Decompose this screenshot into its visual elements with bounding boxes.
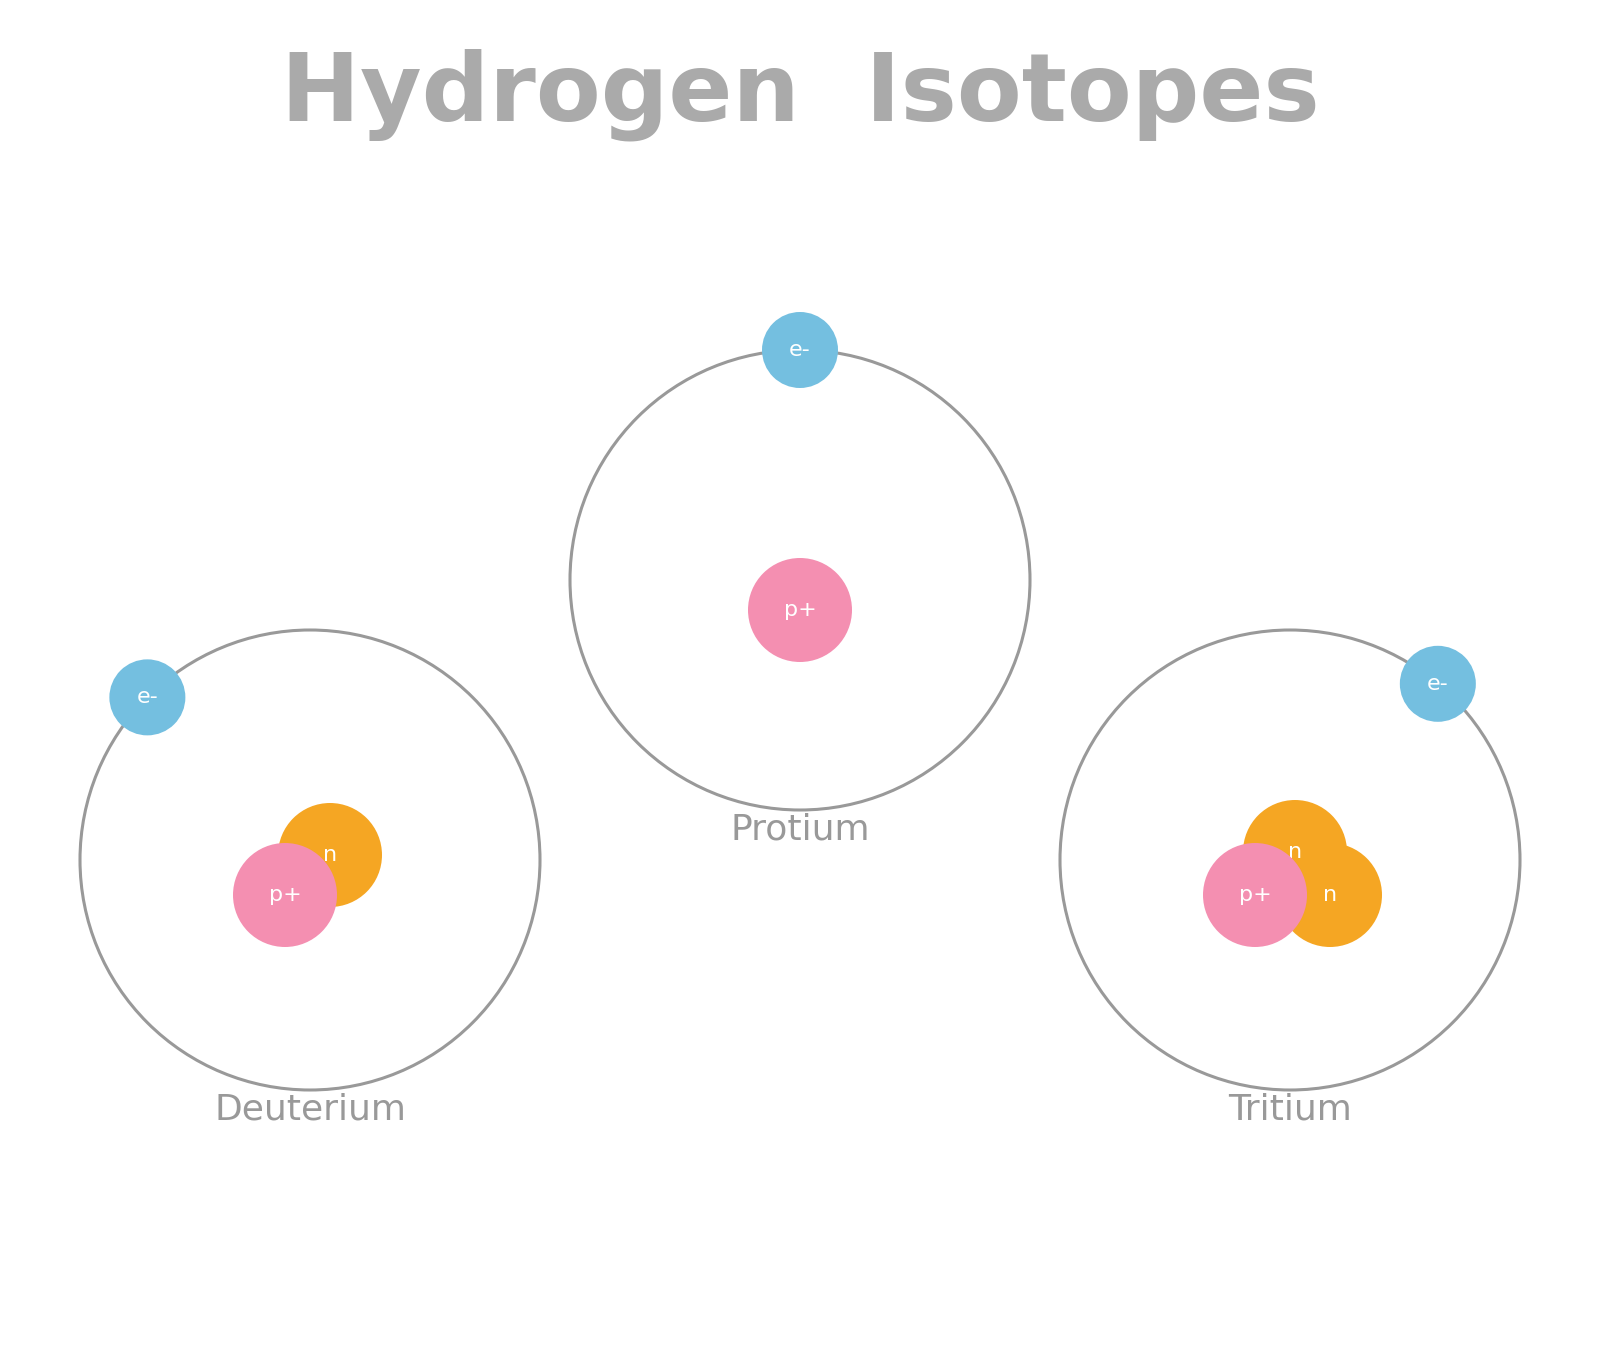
Circle shape <box>1278 843 1382 947</box>
Circle shape <box>762 311 838 388</box>
Text: Hydrogen  Isotopes: Hydrogen Isotopes <box>280 49 1320 141</box>
Text: n: n <box>323 846 338 865</box>
Text: p+: p+ <box>1238 885 1272 906</box>
Text: p+: p+ <box>784 600 816 620</box>
Text: n: n <box>1323 885 1338 906</box>
Circle shape <box>234 843 338 947</box>
Circle shape <box>109 660 186 735</box>
Text: n: n <box>1288 841 1302 862</box>
Circle shape <box>1400 646 1475 721</box>
Text: Deuterium: Deuterium <box>214 1093 406 1127</box>
Circle shape <box>1203 843 1307 947</box>
Text: e-: e- <box>136 687 158 708</box>
Text: Tritium: Tritium <box>1229 1093 1352 1127</box>
Text: p+: p+ <box>269 885 301 906</box>
Text: e-: e- <box>789 340 811 361</box>
Circle shape <box>1243 800 1347 904</box>
Text: e-: e- <box>1427 673 1448 694</box>
Text: Protium: Protium <box>730 813 870 847</box>
Circle shape <box>749 557 851 663</box>
Circle shape <box>278 803 382 907</box>
